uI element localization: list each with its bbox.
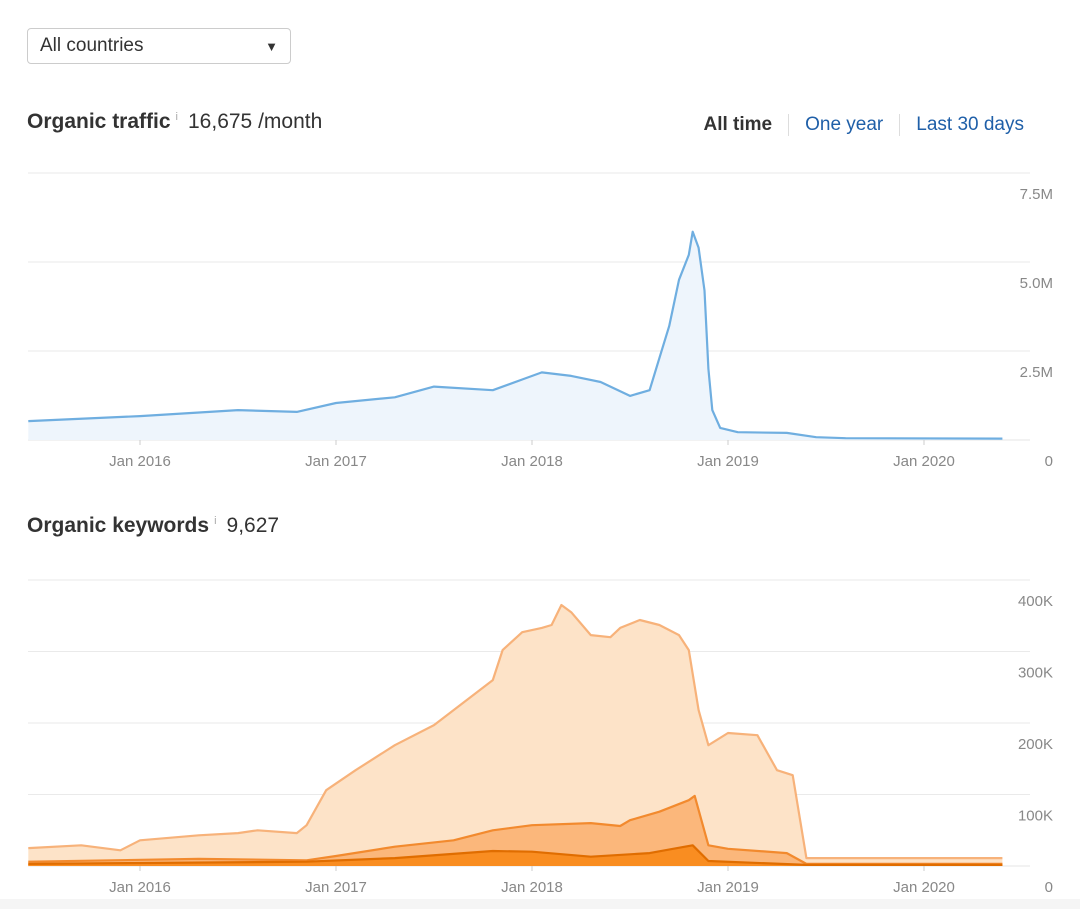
y-tick-label: 100K (1018, 808, 1053, 825)
y-tick-label: 400K (1018, 593, 1053, 610)
x-tick-label: Jan 2018 (501, 453, 563, 470)
x-tick-label: Jan 2020 (893, 453, 955, 470)
y-tick-label: 7.5M (1020, 186, 1053, 203)
x-tick-label: Jan 2019 (697, 879, 759, 896)
series-area-total (28, 605, 1003, 866)
x-tick-label: Jan 2016 (109, 453, 171, 470)
caret-down-icon: ▼ (265, 38, 278, 54)
organic-traffic-chart: 7.5M 5.0M 2.5M 0 Jan 2016 Jan 2017 Jan 2018 Jan… (28, 172, 1053, 470)
series-line-organic-traffic (28, 230, 1003, 440)
x-tick-label: Jan 2020 (893, 879, 955, 896)
tab-last-30-days[interactable]: Last 30 days (899, 114, 1024, 136)
series-line-top (28, 844, 1003, 866)
x-tick-label: Jan 2017 (305, 453, 367, 470)
organic-keywords-header: Organic keywords i 9,627 (27, 514, 279, 538)
bottom-edge (0, 899, 1080, 909)
x-tick-label: Jan 2017 (305, 879, 367, 896)
y-tick-label: 0 (1045, 879, 1053, 896)
y-tick-label: 300K (1018, 665, 1053, 682)
time-range-tabs: All time One year Last 30 days (687, 114, 1024, 136)
info-icon[interactable]: i (175, 111, 178, 123)
y-tick-label: 200K (1018, 736, 1053, 753)
y-tick-label: 2.5M (1020, 364, 1053, 381)
x-tick-label: Jan 2019 (697, 453, 759, 470)
series-area-mid (28, 795, 1003, 866)
organic-keywords-value: 9,627 (226, 514, 280, 537)
info-icon[interactable]: i (214, 515, 217, 527)
tab-one-year[interactable]: One year (788, 114, 899, 136)
organic-traffic-value: 16,675 /month (188, 110, 323, 133)
organic-traffic-title: Organic traffic (27, 110, 171, 133)
tab-all-time[interactable]: All time (703, 114, 773, 135)
country-select-value: All countries (40, 35, 144, 56)
country-select[interactable]: All countries ▼ (27, 28, 291, 64)
series-area-top (28, 845, 1003, 866)
y-tick-label: 0 (1045, 453, 1053, 470)
series-area-organic-traffic (28, 231, 1003, 440)
x-tick-label: Jan 2018 (501, 879, 563, 896)
series-line-total (28, 603, 1003, 860)
y-tick-label: 5.0M (1020, 275, 1053, 292)
organic-traffic-header: Organic traffic i 16,675 /month (27, 110, 322, 134)
x-tick-label: Jan 2016 (109, 879, 171, 896)
series-line-mid (28, 794, 1003, 865)
organic-keywords-title: Organic keywords (27, 514, 210, 537)
